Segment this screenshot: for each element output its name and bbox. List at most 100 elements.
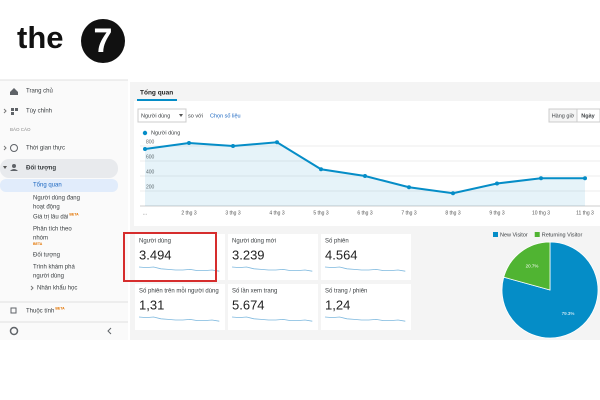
- point: [143, 147, 147, 151]
- x-tick-label: ...: [143, 210, 147, 216]
- nav-item: BÁO CÁO: [10, 126, 31, 132]
- x-tick-label: 7 thg 3: [401, 210, 417, 216]
- x-tick-label: 9 thg 3: [489, 210, 505, 216]
- collapse-arrow: [3, 166, 7, 169]
- metric-card: [228, 284, 318, 330]
- point: [495, 181, 499, 186]
- logo-badge: 7: [94, 22, 113, 60]
- daily-button[interactable]: [576, 108, 600, 123]
- metric-card: [135, 284, 225, 330]
- logo-circle: [81, 19, 125, 63]
- x-tick-label: 2 thg 3: [181, 210, 197, 216]
- area: [145, 142, 585, 206]
- legend-label: Returning Visitor: [542, 232, 583, 238]
- compare-text: so với: [188, 113, 203, 119]
- attribute-icon: [10, 307, 17, 314]
- nav-item[interactable]: Thời gian thực: [26, 146, 65, 152]
- metric-value: 3.239: [232, 247, 265, 262]
- y-tick-label: 200: [146, 184, 155, 190]
- beta-badge: BETA: [55, 306, 65, 310]
- nav-item[interactable]: Tùy chỉnh: [26, 108, 52, 115]
- tab[interactable]: Tổng quan: [140, 89, 173, 97]
- active-item: [0, 179, 118, 192]
- point: [451, 191, 455, 196]
- x-tick-label: 8 thg 3: [445, 210, 461, 216]
- choose-metric[interactable]: Chọn số liệu: [210, 113, 241, 119]
- grid-icon: [11, 112, 14, 115]
- expand-arrow: [30, 285, 34, 291]
- expand-arrow: [3, 145, 7, 151]
- chart-panel: [134, 101, 600, 226]
- point: [275, 140, 279, 145]
- legend-label: Người dùng: [151, 130, 180, 136]
- nav-item[interactable]: Trang chủ: [26, 88, 53, 95]
- legend-swatch: [493, 232, 498, 237]
- grid-icon: [11, 108, 14, 111]
- grid-icon: [15, 108, 18, 111]
- nav-item[interactable]: nhóm: [33, 236, 48, 242]
- metric-dropdown[interactable]: [137, 108, 187, 123]
- y-tick-label: 600: [146, 154, 155, 160]
- nav-item[interactable]: Trình khám phá: [33, 265, 75, 271]
- nav-item[interactable]: Giá trị lâu dài: [33, 215, 68, 221]
- point: [319, 167, 323, 172]
- nav-item[interactable]: Đối tượng: [26, 165, 56, 172]
- x-tick-label: 11 thg 3: [576, 210, 594, 216]
- collapse-sidebar[interactable]: [107, 327, 112, 335]
- nav-item[interactable]: Người dùng đang: [33, 196, 80, 202]
- metric-value: 1,31: [139, 297, 164, 312]
- home-icon: [10, 88, 18, 95]
- person-icon: [10, 169, 18, 171]
- metric-value: 3.494: [139, 247, 172, 262]
- nav-item[interactable]: hoạt động: [33, 205, 60, 211]
- metric-label: Người dùng mới: [232, 239, 276, 245]
- nav-item[interactable]: Phân tích theo: [33, 227, 72, 233]
- point: [539, 176, 543, 181]
- x-tick-label: 5 thg 3: [313, 210, 329, 216]
- metric-value: 5.674: [232, 297, 265, 312]
- metric-label: Số trang / phiên: [325, 289, 367, 295]
- settings-icon[interactable]: [9, 326, 19, 336]
- point: [231, 144, 235, 148]
- metric-value: 1,24: [325, 297, 350, 312]
- x-tick-label: 10 thg 3: [532, 210, 550, 216]
- x-tick-label: 4 thg 3: [269, 210, 285, 216]
- beta-badge: BETA: [33, 242, 43, 246]
- point: [363, 174, 367, 178]
- hourly-label[interactable]: Hàng giờ: [552, 113, 575, 119]
- metric-label: Số phiên trên mỗi người dùng: [139, 288, 219, 295]
- metric-select[interactable]: Người dùng: [141, 113, 170, 119]
- legend-swatch: [534, 232, 540, 237]
- daily-label[interactable]: Ngày: [581, 113, 595, 119]
- sparkline: [138, 316, 220, 322]
- point: [187, 141, 191, 145]
- y-tick-label: 400: [146, 169, 155, 175]
- sparkline: [231, 266, 313, 272]
- sidebar: [0, 80, 128, 340]
- metric-cards: Người dùng 3.494 Người dùng mới 3.239 Số phi…: [135, 234, 411, 330]
- sparkline: [324, 316, 406, 322]
- sparkline: [231, 316, 313, 322]
- active-section: [0, 159, 118, 178]
- logo-text: the: [17, 20, 64, 55]
- slice-label: 20.7%: [526, 264, 539, 269]
- person-icon: [12, 164, 16, 168]
- nav-item[interactable]: Đối tượng: [33, 253, 60, 259]
- beta-badge: BETA: [69, 212, 79, 216]
- sparkline: [324, 266, 406, 272]
- nav-item[interactable]: người dùng: [33, 274, 64, 280]
- slice-label: 79.3%: [562, 311, 575, 316]
- metric-label: Số phiên: [325, 239, 349, 245]
- point: [583, 176, 587, 181]
- nav-item[interactable]: Thuộc tính: [26, 309, 54, 315]
- nav-item[interactable]: Nhân khẩu học: [37, 285, 77, 292]
- sidebar-nav: Trang chủ Tùy chỉnh BÁO CÁO Thời gian thực Đ…: [10, 88, 80, 315]
- sparkline: [138, 266, 220, 272]
- nav-item[interactable]: Tổng quan: [33, 182, 62, 189]
- metric-card: [228, 234, 318, 280]
- metric-label: Người dùng: [139, 239, 171, 245]
- metric-card: [321, 284, 411, 330]
- line-chart: 200 400 600 800 Người dùng... 2 thg 3 3 thg 3 4…: [140, 130, 600, 216]
- pie-slice: [503, 241, 551, 291]
- clock-icon: [10, 144, 18, 152]
